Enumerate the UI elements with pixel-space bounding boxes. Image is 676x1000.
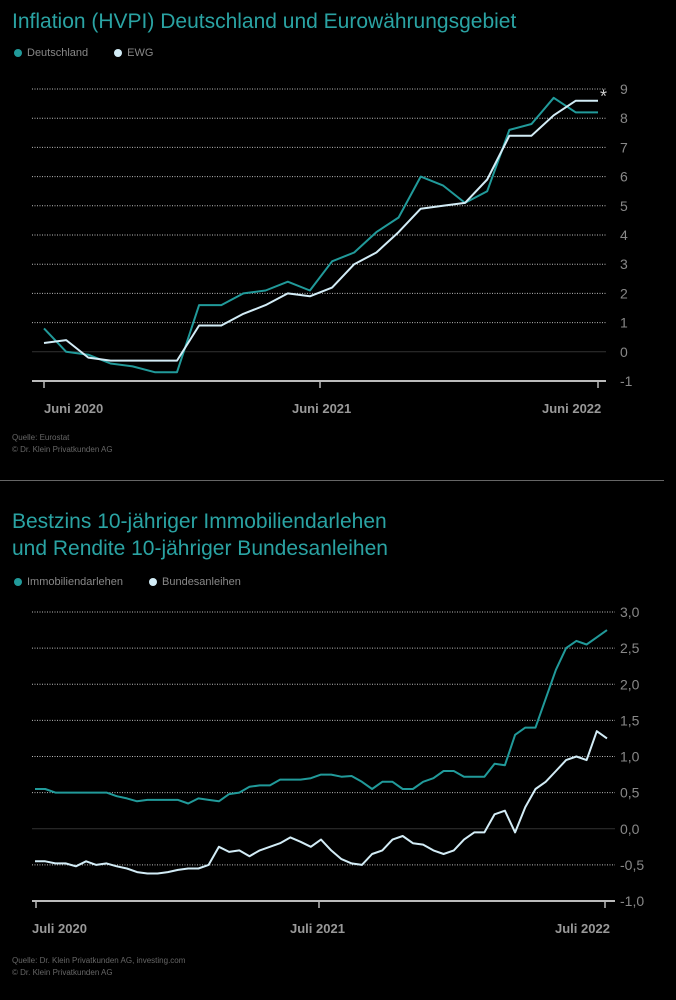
chart2-title: Bestzins 10-jähriger Immobiliendarlehen [12,510,387,533]
annotation-asterisk: * [600,87,607,107]
y-tick-label: 7 [620,139,628,155]
series-line-immobiliendarlehen [35,629,608,805]
chart1-source: Quelle: Eurostat © Dr. Klein Privatkunde… [12,432,113,456]
legend-label: EWG [127,47,154,59]
y-tick-label: 2 [620,285,628,301]
y-tick-label: 3 [620,256,628,272]
source-text: Quelle: Eurostat [12,433,70,442]
y-tick-label: 8 [620,110,628,126]
y-tick-label: 2,0 [620,676,640,692]
x-tick-label: Juni 2021 [292,401,351,416]
series-line-deutschland [43,96,598,374]
legend-label: Bundesanleihen [162,576,241,588]
legend-dot-icon [14,578,22,586]
y-tick-label: -0,5 [620,857,644,873]
y-tick-label: 0,5 [620,785,640,801]
legend-item-ewg: EWG [114,47,153,59]
y-tick-label: 1,5 [620,712,640,728]
legend-label: Immobiliendarlehen [27,576,123,588]
y-tick-label: 1,0 [620,749,640,765]
x-tick-label: Juli 2021 [290,921,345,936]
y-tick-label: 3,0 [620,604,640,620]
chart1-legend: Deutschland EWG [14,47,153,59]
copyright-text: © Dr. Klein Privatkunden AG [12,445,113,454]
y-tick-label: 0,0 [620,821,640,837]
series-line-ewg [43,99,598,362]
legend-dot-icon [149,578,157,586]
y-tick-label: -1 [620,373,633,389]
y-tick-label: 1 [620,315,628,331]
y-tick-label: 6 [620,169,628,185]
y-tick-label: 4 [620,227,628,243]
chart2-title-line2: und Rendite 10-jähriger Bundesanleihen [12,537,388,560]
y-tick-label: 0 [620,344,628,360]
chart1-plot: 9 8 7 6 5 4 3 2 1 0 -1 Juni 2020 Juni 2021 Juni 2022 * [32,81,633,416]
series-line-bundesanleihen [35,730,608,875]
y-tick-label: -1,0 [620,893,644,909]
legend-item-immobiliendarlehen: Immobiliendarlehen [14,576,123,588]
legend-item-bundesanleihen: Bundesanleihen [149,576,241,588]
chart2-legend: Immobiliendarlehen Bundesanleihen [14,576,241,588]
y-tick-label: 9 [620,81,628,97]
copyright-text: © Dr. Klein Privatkunden AG [12,968,113,977]
section-divider [0,480,664,481]
source-text: Quelle: Dr. Klein Privatkunden AG, inves… [12,956,186,965]
chart1-title: Inflation (HVPI) Deutschland und Eurowäh… [12,10,517,33]
legend-dot-icon [114,49,123,57]
x-tick-label: Juni 2022 [542,401,601,416]
chart2-source: Quelle: Dr. Klein Privatkunden AG, inves… [12,955,185,979]
x-tick-label: Juli 2022 [555,921,610,936]
x-tick-label: Juli 2020 [32,921,87,936]
y-tick-label: 5 [620,198,628,214]
y-tick-label: 2,5 [620,640,640,656]
legend-dot-icon [14,49,22,57]
legend-item-deutschland: Deutschland [14,47,88,59]
legend-label: Deutschland [27,47,89,59]
x-tick-label: Juni 2020 [44,401,103,416]
